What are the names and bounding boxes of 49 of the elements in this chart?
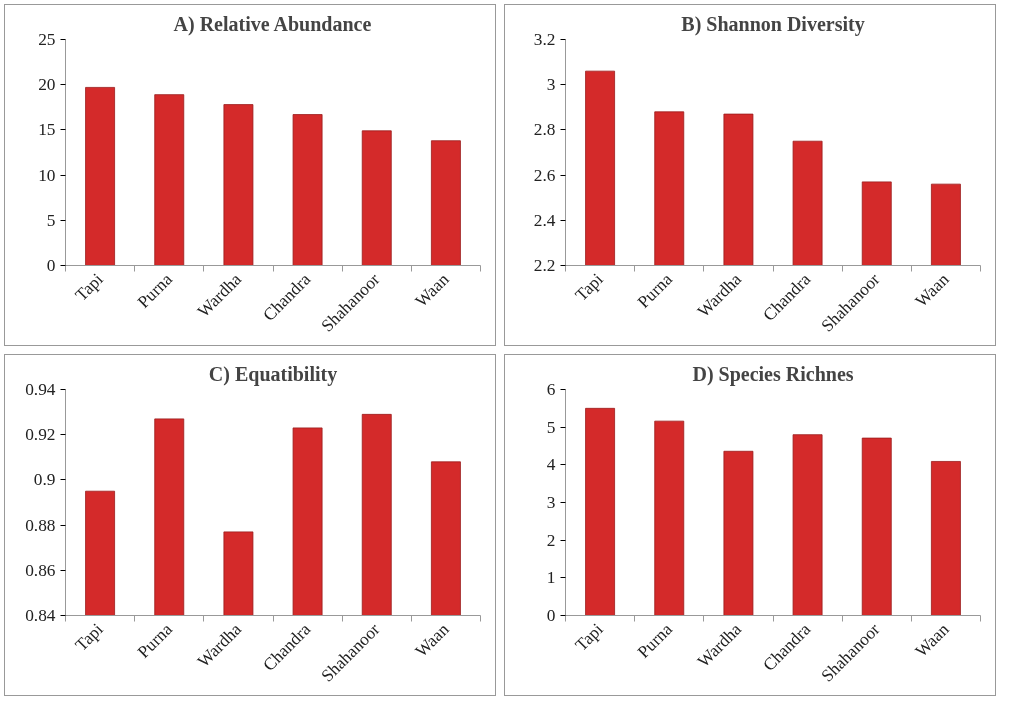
- y-tick-label: 0.86: [25, 560, 56, 580]
- bar: [430, 140, 461, 266]
- y-tick-label: 2.8: [533, 120, 556, 140]
- bar: [930, 461, 961, 616]
- y-tick-label: 3: [546, 75, 556, 95]
- x-tick-label: Tapi: [71, 269, 107, 305]
- y-tick-label: 0.92: [25, 425, 56, 445]
- y-tick-label: 0: [546, 606, 556, 625]
- y-tick-label: 3: [546, 493, 556, 512]
- bar: [792, 434, 823, 616]
- y-tick-label: 0.88: [25, 515, 56, 535]
- y-tick-label: 5: [546, 417, 556, 437]
- y-tick-label: 25: [38, 30, 56, 49]
- y-tick-label: 10: [38, 165, 56, 185]
- chart-title: A) Relative Abundance: [173, 12, 372, 36]
- x-tick-label: Waan: [911, 619, 953, 661]
- x-tick-label: Waan: [911, 269, 953, 311]
- y-tick-label: 2: [546, 530, 556, 550]
- y-tick-label: 0.9: [33, 470, 56, 490]
- x-tick-label: Tapi: [571, 619, 607, 655]
- y-tick-label: 0: [46, 256, 56, 275]
- y-tick-label: 2.6: [533, 165, 556, 185]
- y-tick-label: 5: [46, 210, 56, 230]
- x-tick-label: Tapi: [71, 619, 107, 655]
- bar: [654, 420, 685, 616]
- chart-title: B) Shannon Diversity: [681, 12, 865, 36]
- x-tick-label: Waan: [411, 269, 453, 311]
- y-tick-label: 2.4: [533, 210, 556, 230]
- x-tick-label: Waan: [411, 619, 453, 661]
- y-tick-label: 15: [38, 120, 56, 140]
- y-tick-label: 0.84: [25, 606, 56, 625]
- chart-title: D) Species Richnes: [692, 362, 854, 386]
- x-tick-label: Tapi: [571, 269, 607, 305]
- bar: [361, 130, 392, 266]
- chart-title: C) Equatibility: [208, 362, 338, 386]
- y-tick-label: 2.2: [533, 256, 556, 275]
- y-tick-label: 0.94: [25, 380, 56, 399]
- bar: [85, 87, 116, 266]
- y-tick-label: 20: [38, 75, 56, 95]
- bar: [223, 104, 254, 266]
- bar: [292, 114, 323, 266]
- bar: [861, 437, 892, 616]
- y-tick-label: 1: [546, 568, 556, 588]
- bar: [154, 94, 185, 266]
- y-tick-label: 3.2: [533, 30, 556, 49]
- bar: [585, 407, 616, 616]
- y-tick-label: 4: [546, 455, 556, 475]
- y-tick-label: 6: [546, 380, 556, 399]
- bar: [723, 450, 754, 616]
